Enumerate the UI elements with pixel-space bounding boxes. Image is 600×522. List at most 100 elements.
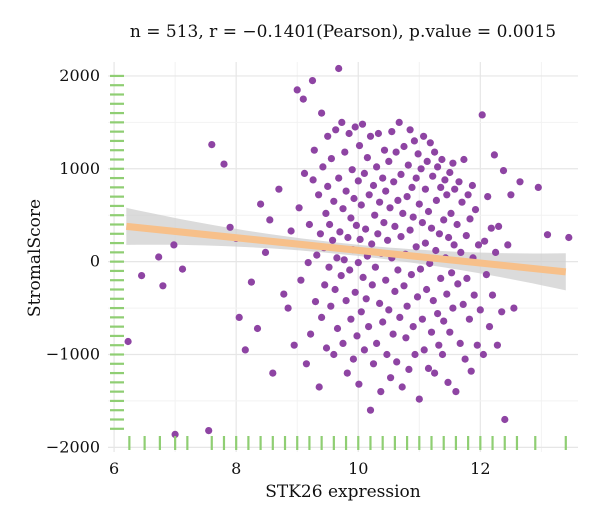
data-point [322,344,331,352]
data-point [308,77,317,85]
data-point [392,148,400,156]
data-point [435,341,443,349]
data-point [376,198,384,206]
data-point [315,191,323,199]
data-point [396,313,404,321]
data-point [345,129,353,138]
data-point [455,178,463,186]
data-point [406,126,414,134]
data-point [226,223,234,231]
data-point [438,350,447,359]
data-point [426,139,434,147]
data-point [350,194,358,203]
data-point [492,248,500,256]
x-tick-label: 6 [109,459,119,478]
data-point [434,163,442,171]
data-point [342,297,350,305]
data-point [446,328,454,336]
data-point [318,313,326,321]
data-point [363,154,371,162]
data-point [495,222,503,230]
data-point [446,168,454,177]
data-point [382,187,390,195]
data-point [493,341,501,349]
data-point [432,196,440,204]
data-point [418,315,426,323]
data-point [403,193,411,201]
data-point [438,155,446,164]
data-point [366,406,375,414]
y-axis-label: StromalScore [25,199,45,317]
data-point [394,266,402,274]
data-point [341,148,349,156]
data-point [485,323,494,331]
data-point [399,209,407,217]
data-point [534,183,542,191]
data-point [400,282,408,290]
data-point [452,388,460,396]
data-point [338,118,346,126]
data-point [335,174,343,182]
data-point [414,150,422,158]
data-point [479,350,487,359]
tick-labels: 6 8 10 12 −2000 −1000 0 1000 2000 [46,66,491,478]
data-point [327,302,335,310]
data-point [487,224,495,232]
data-point [330,350,338,359]
data-point [417,165,425,173]
data-point [305,220,313,229]
data-point [257,200,265,208]
data-point [388,128,396,136]
data-point [355,142,364,150]
x-tick-label: 10 [348,459,368,478]
points-layer [124,64,573,438]
data-point [466,215,474,223]
data-point [444,378,452,386]
data-point [454,280,462,288]
data-point [456,339,464,347]
data-point [353,332,361,340]
data-point [327,155,335,163]
data-point [351,123,359,131]
data-point [208,141,216,149]
data-point [247,278,255,286]
regression-line [125,222,567,276]
data-point [432,246,440,255]
data-point [342,187,350,195]
data-point [349,355,357,363]
data-point [324,132,332,140]
data-point [368,240,376,248]
data-point [275,185,283,193]
data-point [476,306,484,314]
data-point [412,243,420,251]
data-point [420,346,428,354]
data-point [284,304,292,312]
data-point [379,174,387,182]
data-point [434,310,442,318]
data-point [459,300,467,308]
data-point [397,170,405,178]
data-point [333,254,341,262]
data-point [369,360,378,368]
data-point [431,148,439,156]
data-point [297,276,305,284]
data-point [481,237,489,245]
data-point [429,172,437,180]
data-point [510,304,518,312]
data-point [418,219,426,227]
data-point [402,334,410,342]
data-point [348,166,356,174]
data-point [441,176,449,184]
data-point [357,201,365,209]
data-point [369,181,378,190]
data-point [322,209,330,217]
data-point [424,207,433,216]
data-point [362,295,370,303]
data-point [474,241,483,249]
y-tick-label: 2000 [59,66,100,85]
data-point [159,282,167,290]
data-point [373,163,381,171]
data-point [431,369,439,377]
x-tick-label: 8 [231,459,241,478]
data-point [504,241,512,249]
